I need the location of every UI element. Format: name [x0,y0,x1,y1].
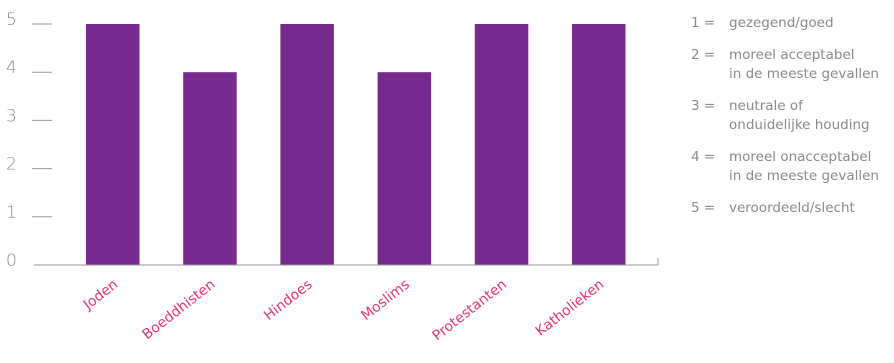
bar [474,24,529,265]
x-tick-label: Katholieken [533,277,607,340]
y-tick-label: 2 [6,155,17,175]
legend-text: gezegend/goed [729,15,834,31]
y-tick-label: 4 [6,58,17,78]
bars [86,24,626,265]
legend-text: veroordeeld/slecht [729,200,855,216]
y-tick-label: 1 [6,203,17,223]
x-axis-labels: Joden Boeddhisten Hindoes Moslims Protestant… [80,277,607,345]
legend-key: 3 = [691,98,716,114]
legend-text: neutrale of onduidelijke houding [729,98,870,133]
legend-item-4: 4 = moreel onacceptabel in de meeste gev… [691,148,894,186]
legend-key: 1 = [691,15,716,31]
x-tick-label: Protestanten [430,277,510,345]
x-tick-label: Boeddhisten [140,277,219,344]
bar [377,72,432,265]
legend-key: 4 = [691,149,716,165]
legend-item-5: 5 = veroordeeld/slecht [691,199,894,218]
x-tick-label: Hindoes [261,277,315,324]
legend-item-2: 2 = moreel acceptabel in de meeste geval… [691,46,894,84]
y-tick-label: 0 [6,251,17,271]
bar [86,24,140,265]
legend-text: moreel onacceptabel in de meeste gevalle… [729,149,879,184]
y-axis: 0 1 2 3 4 5 [6,10,52,271]
bar [280,24,334,265]
legend-text: moreel acceptabel in de meeste gevallen [729,47,879,82]
y-tick-label: 5 [6,10,17,30]
x-tick-label: Moslims [358,277,412,324]
bar [183,72,237,265]
legend-item-3: 3 = neutrale of onduidelijke houding [691,97,894,135]
legend-item-1: 1 = gezegend/goed [691,14,894,33]
bar [572,24,626,265]
legend-key: 5 = [691,200,716,216]
y-tick-label: 3 [6,106,17,126]
legend-key: 2 = [691,47,716,63]
x-tick-label: Joden [80,277,121,314]
legend: 1 = gezegend/goed 2 = moreel acceptabel … [691,14,894,231]
